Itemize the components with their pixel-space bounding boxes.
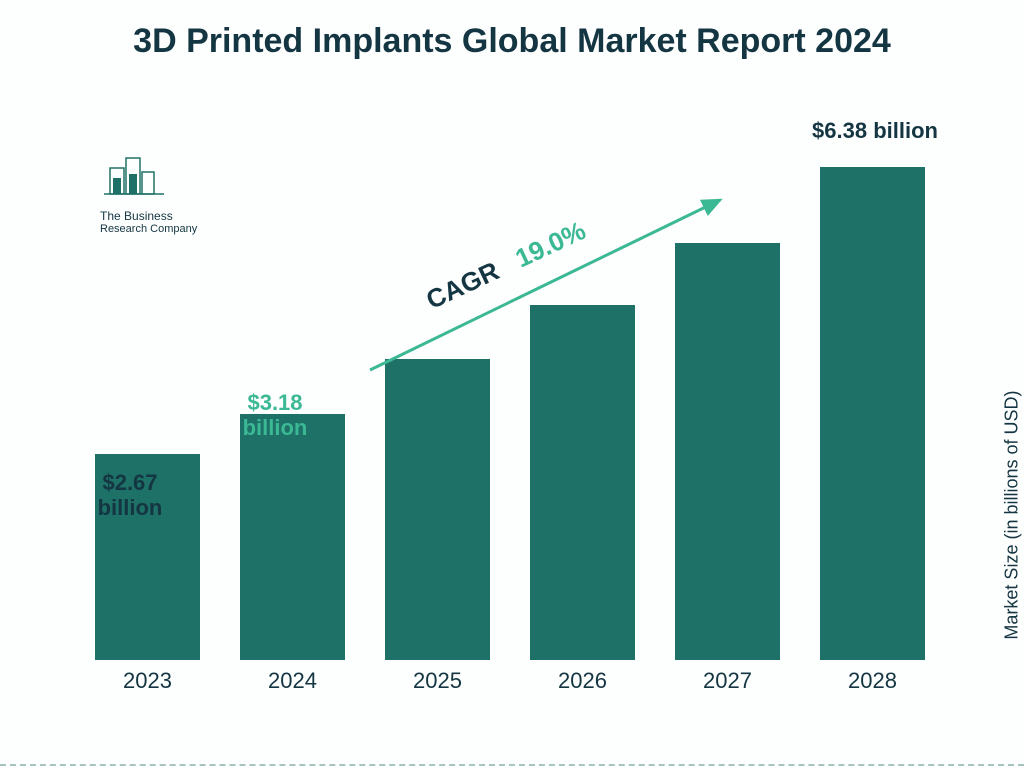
chart-title: 3D Printed Implants Global Market Report… — [0, 20, 1024, 63]
value-label: $6.38 billion — [805, 118, 945, 143]
x-axis-label: 2028 — [805, 668, 940, 694]
bar-rect — [530, 305, 635, 660]
bar-2027: 2027 — [660, 243, 795, 660]
x-axis-label: 2027 — [660, 668, 795, 694]
bar-2025: 2025 — [370, 359, 505, 660]
footer-divider — [0, 764, 1024, 766]
x-axis-label: 2023 — [80, 668, 215, 694]
bar-rect — [675, 243, 780, 660]
bar-2028: 2028 — [805, 167, 940, 660]
y-axis-label: Market Size (in billions of USD) — [1002, 391, 1023, 640]
x-axis-label: 2024 — [225, 668, 360, 694]
value-label: $3.18billion — [205, 390, 345, 441]
value-label: $2.67billion — [60, 470, 200, 521]
bar-2024: 2024 — [225, 414, 360, 660]
bar-rect — [820, 167, 925, 660]
x-axis-label: 2026 — [515, 668, 650, 694]
x-axis-label: 2025 — [370, 668, 505, 694]
bar-rect — [385, 359, 490, 660]
bar-rect — [240, 414, 345, 660]
bar-2026: 2026 — [515, 305, 650, 660]
